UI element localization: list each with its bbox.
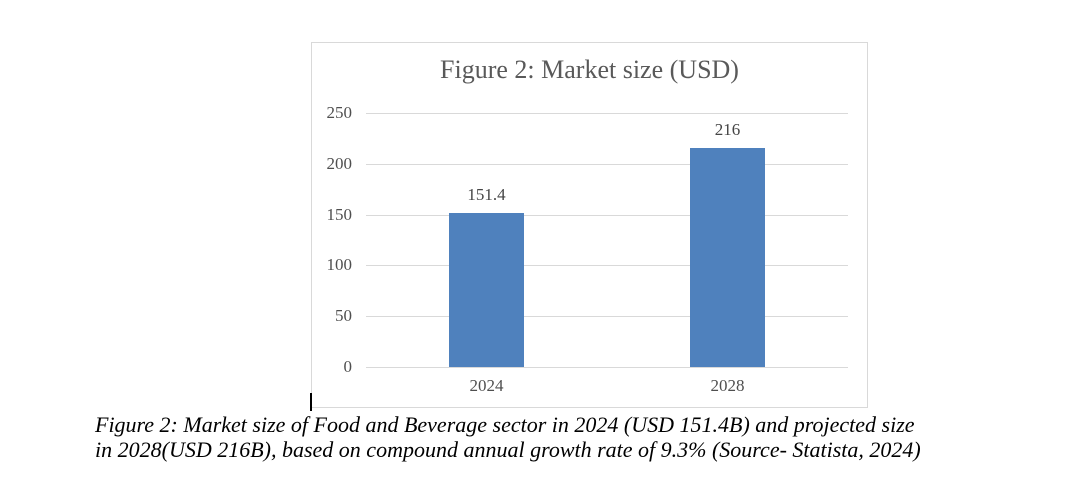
data-label-2028: 216	[714, 119, 741, 139]
x-axis-category-label: 2028	[710, 376, 745, 395]
gridline	[366, 316, 848, 318]
y-axis-tick-label: 0	[343, 357, 353, 376]
gridline	[366, 367, 848, 368]
chart-title: Figure 2: Market size (USD)	[440, 55, 739, 84]
bar-2028	[690, 147, 765, 367]
plot-area: 0 50 100 150 200 250 151.4 2024 216 2028	[327, 104, 848, 395]
gridline	[366, 214, 848, 216]
bar-2024	[449, 213, 524, 367]
text-cursor	[310, 393, 312, 411]
caption-line-1: Figure 2: Market size of Food and Bevera…	[95, 412, 915, 437]
data-label-2024: 151.4	[467, 185, 506, 205]
y-axis-tick-label: 200	[326, 153, 353, 173]
gridline	[366, 113, 848, 114]
bar-chart: Figure 2: Market size (USD) 0 50 100 150 200…	[310, 42, 868, 411]
y-axis-tick-label: 150	[326, 204, 353, 224]
figure-caption: Figure 2: Market size of Food and Bevera…	[95, 412, 1005, 462]
x-axis-category-label: 2024	[469, 376, 504, 395]
y-axis-tick-label: 250	[326, 103, 353, 122]
gridline	[366, 265, 848, 267]
y-axis-tick-label: 50	[335, 306, 352, 326]
y-axis-tick-label: 100	[326, 255, 353, 275]
gridline	[366, 163, 848, 165]
caption-line-2: in 2028(USD 216B), based on compound ann…	[95, 437, 921, 462]
